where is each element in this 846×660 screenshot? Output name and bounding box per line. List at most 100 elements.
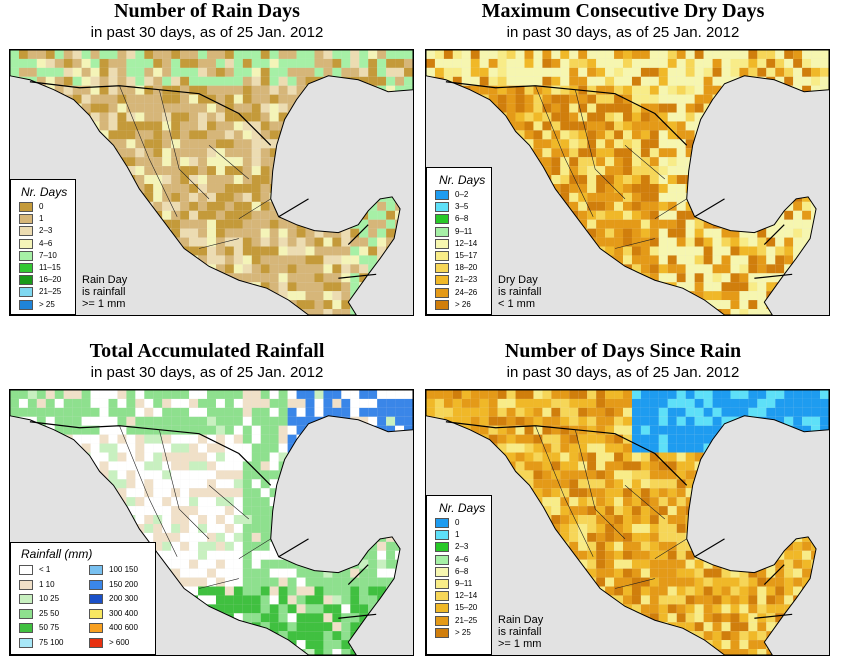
panel-title: Maximum Consecutive Dry Days [416,0,830,22]
legend-label: > 600 [109,638,129,648]
panel-subtitle: in past 30 days, as of 25 Jan. 2012 [0,364,414,382]
legend-swatch [19,251,33,261]
legend-label: < 1 [39,565,50,575]
legend-label: 21–25 [39,287,61,297]
legend-label: 16–20 [39,275,61,285]
legend-title: Rainfall (mm) [21,547,92,561]
note-line: >= 1 mm [82,298,127,310]
legend-swatch [19,263,33,273]
panel-subtitle: in past 30 days, as of 25 Jan. 2012 [416,24,830,42]
legend-label: 75 100 [39,638,63,648]
legend-label: 100 150 [109,565,138,575]
legend-title: Nr. Days [439,501,485,515]
legend-swatch [435,603,449,613]
note-line: is rainfall [498,286,541,298]
legend-label: 25 50 [39,609,59,619]
legend-swatch [435,239,449,249]
legend-label: 21–25 [455,616,477,626]
legend-swatch [19,202,33,212]
note-line: >= 1 mm [498,638,543,650]
legend-label: 0 [39,202,43,212]
legend-label: > 25 [455,628,471,638]
legend-swatch [435,616,449,626]
legend-swatch [89,580,103,590]
legend-label: 9–11 [455,579,472,589]
panel-days-since-rain: Number of Days Since Rain in past 30 day… [416,340,830,660]
legend-label: 12–14 [455,591,477,601]
legend-swatch [435,227,449,237]
legend-swatch [19,580,33,590]
legend-label: 400 600 [109,623,138,633]
legend-swatch [435,530,449,540]
legend-swatch [19,638,33,648]
note-line: is rainfall [498,626,543,638]
legend-swatch [19,623,33,633]
legend-swatch [435,288,449,298]
legend-label: 3–5 [455,202,468,212]
legend-swatch [19,609,33,619]
legend-label: 15–20 [455,603,477,613]
legend-label: 7–10 [39,251,57,261]
legend-label: 12–14 [455,239,477,249]
note-line: < 1 mm [498,298,541,310]
legend-swatch [19,287,33,297]
legend-label: 2–3 [455,542,468,552]
panel-consecutive-dry-days: Maximum Consecutive Dry Days in past 30 … [416,0,830,320]
legend-swatch [435,300,449,310]
legend-label: 21–23 [455,275,477,285]
legend-swatch [19,275,33,285]
legend-swatch [89,609,103,619]
legend-swatch [435,567,449,577]
legend-label: 1 [39,214,43,224]
legend-swatch [435,628,449,638]
legend-swatch [435,275,449,285]
legend-label: 9–11 [455,227,472,237]
legend-label: 6–8 [455,214,468,224]
note-line: Rain Day [82,274,127,286]
legend-title: Nr. Days [21,185,67,199]
panel-accumulated-rainfall: Total Accumulated Rainfall in past 30 da… [0,340,414,660]
legend-label: > 25 [39,300,55,310]
panel-subtitle: in past 30 days, as of 25 Jan. 2012 [416,364,830,382]
legend-label: 2–3 [39,226,52,236]
legend-label: 1 [455,530,459,540]
legend-label: 4–6 [39,239,52,249]
note-line: Dry Day [498,274,541,286]
legend-swatch [19,594,33,604]
legend-swatch [89,594,103,604]
legend-label: 300 400 [109,609,138,619]
legend-label: 15–17 [455,251,477,261]
legend-label: 1 10 [39,580,55,590]
legend-label: 10 25 [39,594,59,604]
legend-swatch [89,638,103,648]
legend-label: > 26 [455,300,471,310]
panel-rain-days: Number of Rain Days in past 30 days, as … [0,0,414,320]
legend-title: Nr. Days [439,173,485,187]
legend-swatch [435,202,449,212]
legend-swatch [435,263,449,273]
legend-label: 18–20 [455,263,477,273]
legend-swatch [89,623,103,633]
legend-label: 150 200 [109,580,138,590]
legend-swatch [19,239,33,249]
legend-swatch [435,214,449,224]
legend-label: 24–26 [455,288,477,298]
panel-subtitle: in past 30 days, as of 25 Jan. 2012 [0,24,414,42]
legend-swatch [435,591,449,601]
legend-swatch [435,518,449,528]
legend-swatch [435,542,449,552]
note-line: is rainfall [82,286,127,298]
panel-title: Total Accumulated Rainfall [0,340,414,362]
legend-label: 0 [455,518,459,528]
legend-label: 4–6 [455,555,468,565]
panel-title: Number of Days Since Rain [416,340,830,362]
panel-title: Number of Rain Days [0,0,414,22]
legend-label: 50 75 [39,623,59,633]
legend-swatch [89,565,103,575]
